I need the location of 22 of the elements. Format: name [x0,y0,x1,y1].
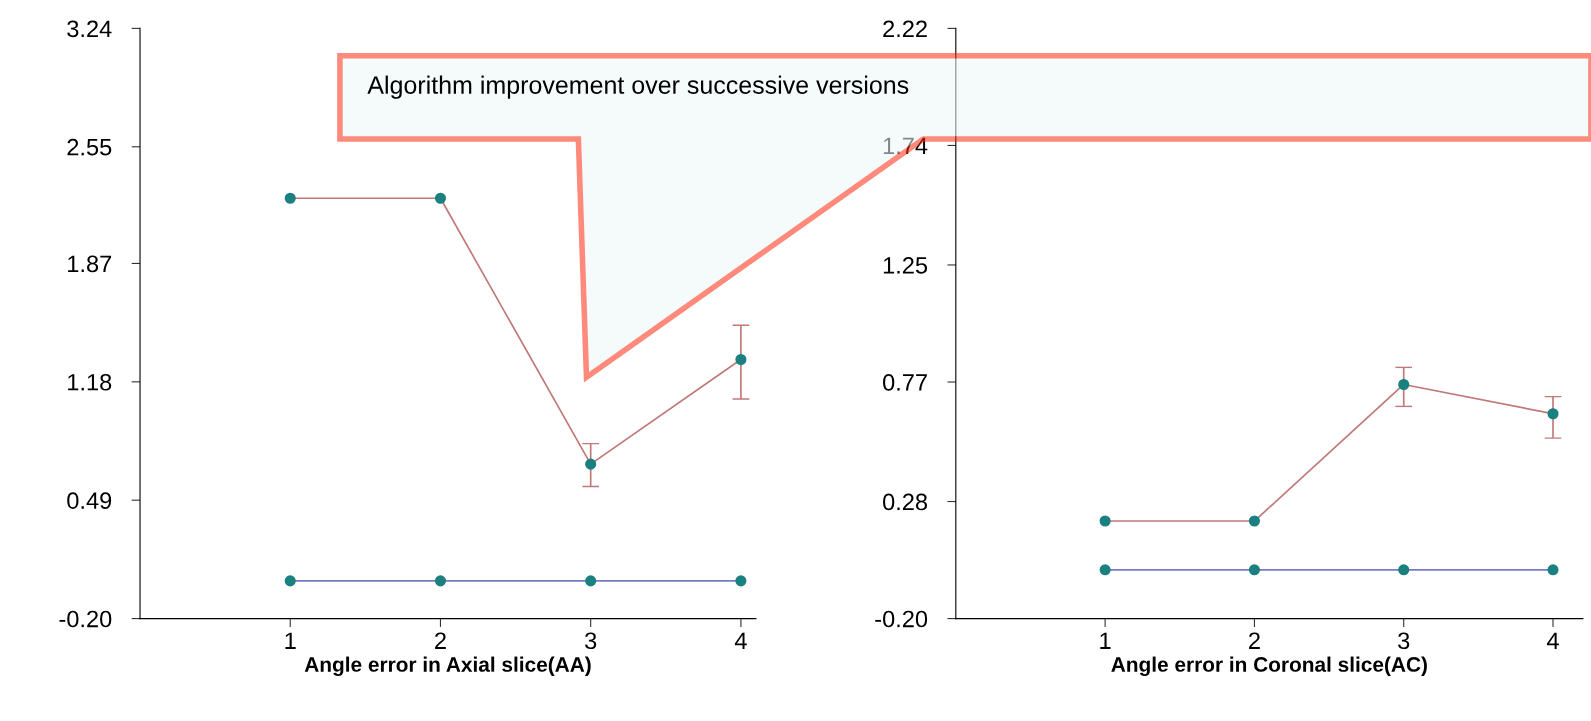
y-tick-label: -0.20 [59,610,112,628]
y-tick-label: 0.77 [883,374,927,391]
y-tick-label: 2.55 [67,138,112,156]
y-tick-label: 0.28 [883,493,928,511]
x-tick-label: 4 [1547,632,1559,649]
y-tick-label: -0.20 [875,610,928,628]
x-axis-title: Angle error in Axial slice(AA) [304,656,591,677]
x-tick-label: 1 [285,632,296,649]
x-tick-label: 3 [1398,632,1410,650]
x-tick-label: 3 [585,632,597,650]
x-tick-label: 4 [734,632,747,649]
y-tick-label: 1.25 [883,257,928,274]
x-tick-label: 2 [1249,632,1260,649]
y-tick-label: 2.22 [883,20,927,37]
y-tick-label: 0.49 [67,492,112,509]
annotation: Algorithm improvement over successive versions [367,75,909,99]
y-tick-label: 1.18 [68,373,112,391]
y-tick-label: 3.24 [67,20,112,38]
x-tick-label: 1 [1100,632,1111,649]
x-axis-title: Angle error in Coronal slice(AC) [1111,656,1427,677]
y-tick-label: 1.87 [68,255,112,273]
x-tick-label: 2 [435,632,446,649]
